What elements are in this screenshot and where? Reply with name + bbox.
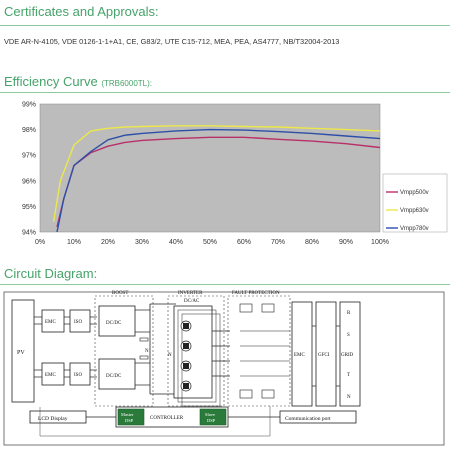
- circuit-divider: [0, 284, 450, 285]
- x-tick-label: 80%: [305, 239, 319, 246]
- x-tick-label: 70%: [271, 239, 285, 246]
- y-tick-label: 99%: [22, 102, 36, 109]
- grid-neutral: N: [347, 395, 351, 400]
- x-tick-label: 50%: [203, 239, 217, 246]
- circuit-diagram: PV EMC ISO EMC ISO BOOST DC/DC DC/DC N I…: [3, 291, 445, 446]
- boost-label: BOOST: [112, 291, 128, 296]
- emc-label-top: EMC: [45, 320, 57, 325]
- efficiency-chart: 94% 95% 96% 97% 98% 99% 0% 10% 20% 30% 40% 50% 60% 7…: [22, 102, 448, 246]
- dcdc-block-bottom: [98, 358, 136, 390]
- x-tick-label: 90%: [339, 239, 353, 246]
- inverter-label: INVERTER: [178, 291, 203, 296]
- master-dsp-label: Master: [121, 412, 134, 417]
- pv-label: PV: [17, 350, 25, 356]
- lcd-display-label: LCD Display: [38, 416, 68, 422]
- master-dsp-block: [117, 408, 145, 426]
- slave-dsp-label: Slave: [205, 412, 215, 417]
- series-line-vmpp780v: [56, 128, 381, 233]
- y-tick-label: 96%: [22, 178, 36, 185]
- dcdc-label-top: DC/DC: [106, 321, 122, 326]
- bus-capacitor: [139, 337, 149, 342]
- x-tick-label: 0%: [35, 239, 45, 246]
- communication-port-label: Communication port: [285, 416, 331, 422]
- efficiency-title-text: Efficiency Curve: [4, 74, 98, 89]
- igbt-switch: [180, 320, 192, 332]
- neutral-label-bus: N: [145, 349, 149, 354]
- emc-block-top: [41, 309, 65, 333]
- gfci-label: GFCI: [318, 353, 330, 358]
- legend-label: Vmpp630v: [400, 208, 429, 214]
- grid-phase-s: S: [347, 333, 350, 338]
- x-tick-label: 60%: [237, 239, 251, 246]
- neutral-label-inverter: N: [168, 353, 172, 358]
- certificates-list: VDE AR-N-4105, VDE 0126-1-1+A1, CE, G83/…: [4, 37, 340, 46]
- grid-phase-r: R: [347, 311, 351, 316]
- x-tick-label: 20%: [101, 239, 115, 246]
- controller-label: CONTROLLER: [150, 416, 184, 421]
- emc-block-bottom: [41, 362, 65, 386]
- certificates-divider: [0, 25, 450, 26]
- series-line-vmpp630v: [52, 125, 381, 222]
- igbt-switch: [180, 360, 192, 372]
- diagram-frame: [3, 291, 445, 446]
- relay: [261, 303, 275, 313]
- x-tick-label: 40%: [169, 239, 183, 246]
- dcac-label: DC/AC: [184, 299, 200, 304]
- grid-block: [339, 301, 361, 407]
- slave-dsp-sublabel: DSP: [207, 418, 216, 423]
- x-tick-label: 10%: [67, 239, 81, 246]
- efficiency-model: (TRB6000TL):: [101, 79, 152, 88]
- emc-label-bottom: EMC: [45, 373, 57, 378]
- iso-label-bottom: ISO: [74, 373, 82, 378]
- emc-block-output: [291, 301, 313, 407]
- fault-protection-region: [227, 295, 291, 407]
- igbt-switch: [180, 340, 192, 352]
- slave-dsp-block: [199, 408, 227, 426]
- gfci-block: [315, 301, 337, 407]
- relay: [239, 303, 253, 313]
- grid-label: GRID: [341, 353, 354, 358]
- emc-label-output: EMC: [294, 353, 306, 358]
- y-axis: 94% 95% 96% 97% 98% 99%: [22, 102, 36, 237]
- inverter-block: [173, 305, 213, 399]
- dcdc-label-bottom: DC/DC: [106, 374, 122, 379]
- y-tick-label: 98%: [22, 127, 36, 134]
- igbt-switch: [180, 380, 192, 392]
- efficiency-title: Efficiency Curve (TRB6000TL):: [4, 74, 152, 89]
- inverter-block-shadow: [177, 309, 217, 403]
- plot-area: [39, 103, 381, 233]
- y-tick-label: 94%: [22, 230, 36, 237]
- y-tick-label: 95%: [22, 204, 36, 211]
- legend-box: [382, 173, 448, 233]
- relay: [261, 389, 275, 399]
- legend: Vmpp500v Vmpp630v Vmpp780v: [386, 190, 429, 232]
- iso-block-bottom: [69, 362, 91, 386]
- iso-label-top: ISO: [74, 320, 82, 325]
- x-tick-label: 100%: [371, 239, 389, 246]
- y-tick-label: 97%: [22, 153, 36, 160]
- fault-protection-label: FAULT PROTECTION: [232, 291, 280, 296]
- inverter-block-shadow: [181, 313, 221, 407]
- efficiency-divider: [0, 92, 450, 93]
- master-dsp-sublabel: DSP: [125, 418, 134, 423]
- x-axis: 0% 10% 20% 30% 40% 50% 60% 70% 80% 90% 100%: [35, 239, 389, 246]
- legend-label: Vmpp780v: [400, 226, 429, 232]
- communication-port-block: [279, 410, 357, 424]
- x-tick-label: 30%: [135, 239, 149, 246]
- legend-label: Vmpp500v: [400, 190, 429, 196]
- series-group: [52, 125, 381, 233]
- grid-phase-t: T: [347, 373, 350, 378]
- pv-block: [11, 299, 35, 403]
- boost-region: [94, 295, 154, 407]
- certificates-title: Certificates and Approvals:: [4, 4, 159, 19]
- iso-block-top: [69, 309, 91, 333]
- dcdc-block-top: [98, 305, 136, 337]
- bus-capacitor: [139, 355, 149, 360]
- circuit-title: Circuit Diagram:: [4, 266, 98, 281]
- relay: [239, 389, 253, 399]
